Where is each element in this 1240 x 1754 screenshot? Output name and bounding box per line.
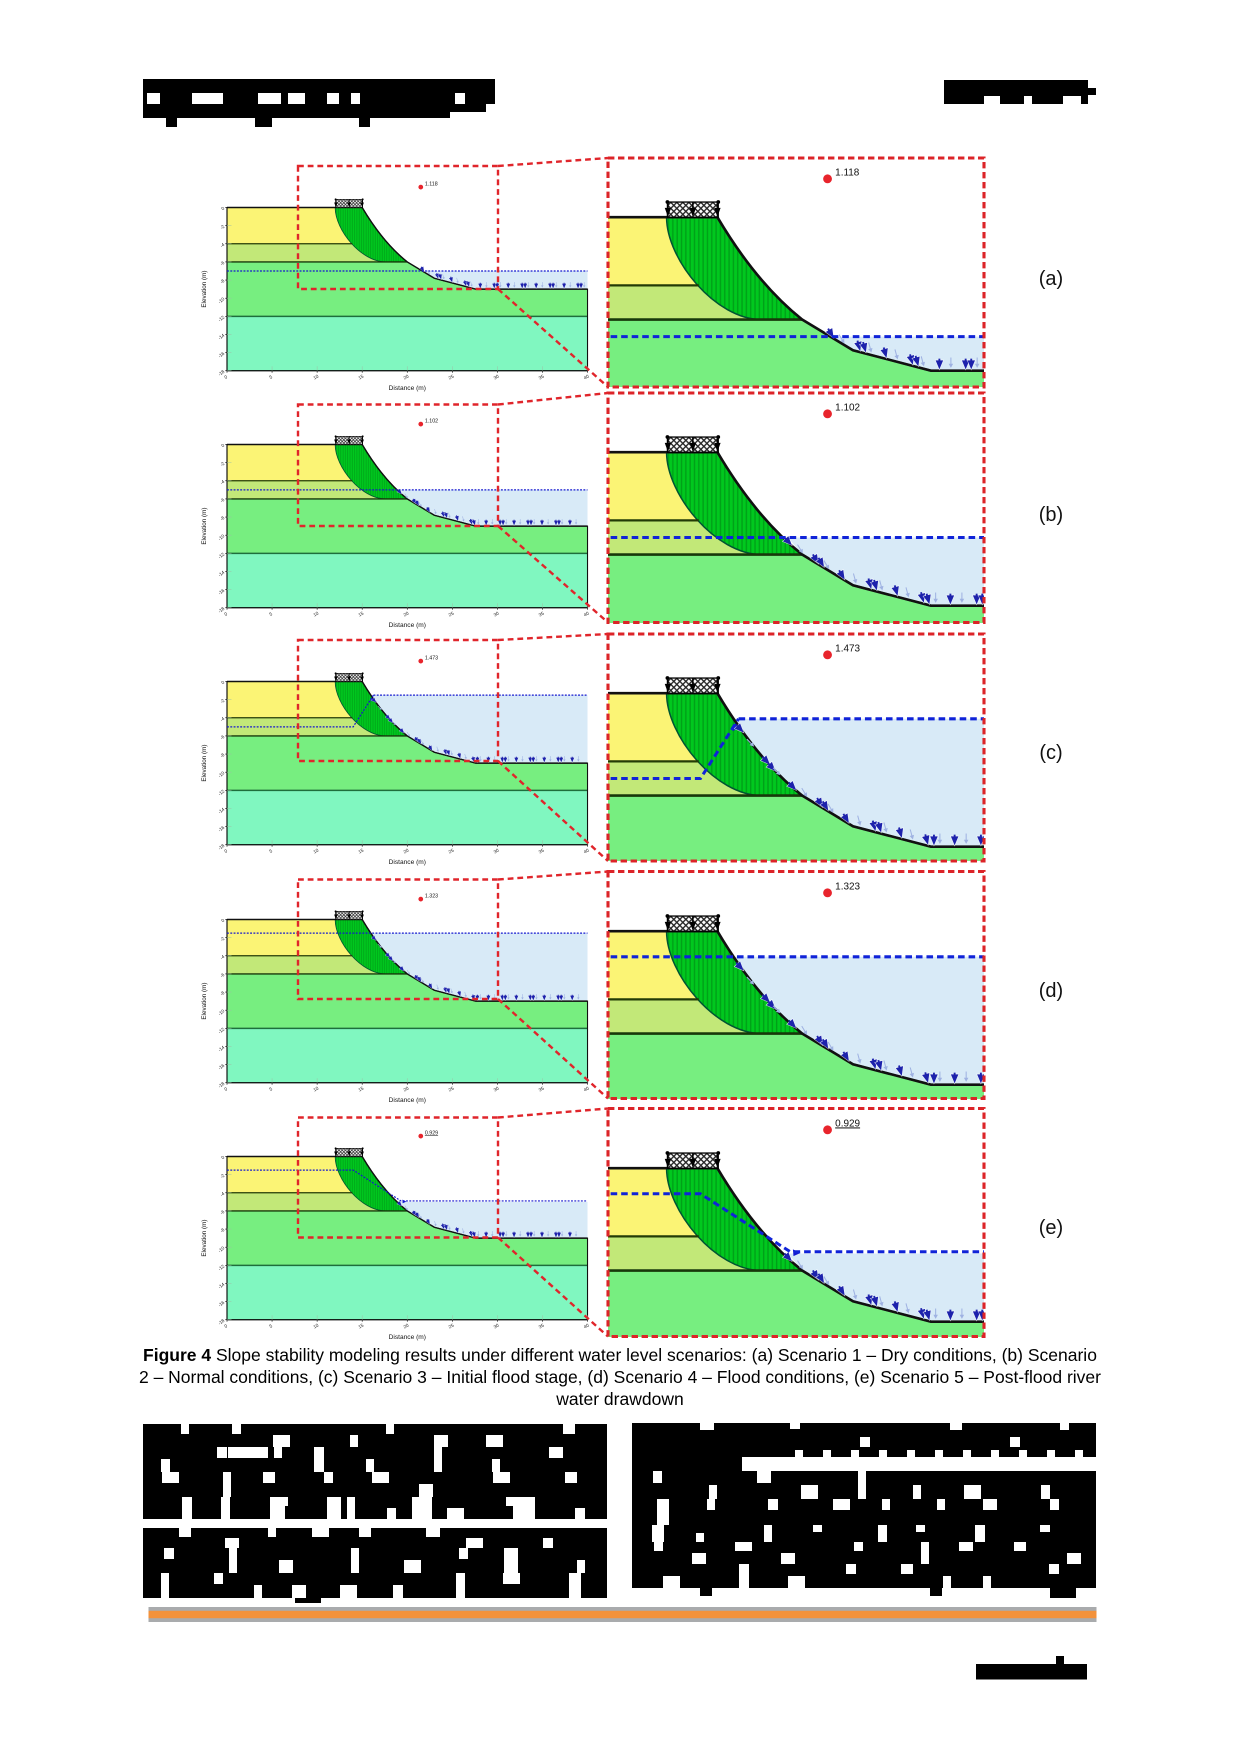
- svg-text:(e): (e): [1039, 1217, 1063, 1239]
- svg-text:(b): (b): [1039, 504, 1063, 526]
- svg-text:(d): (d): [1039, 980, 1063, 1002]
- svg-text:(c): (c): [1039, 742, 1062, 764]
- svg-text:(a): (a): [1039, 268, 1063, 290]
